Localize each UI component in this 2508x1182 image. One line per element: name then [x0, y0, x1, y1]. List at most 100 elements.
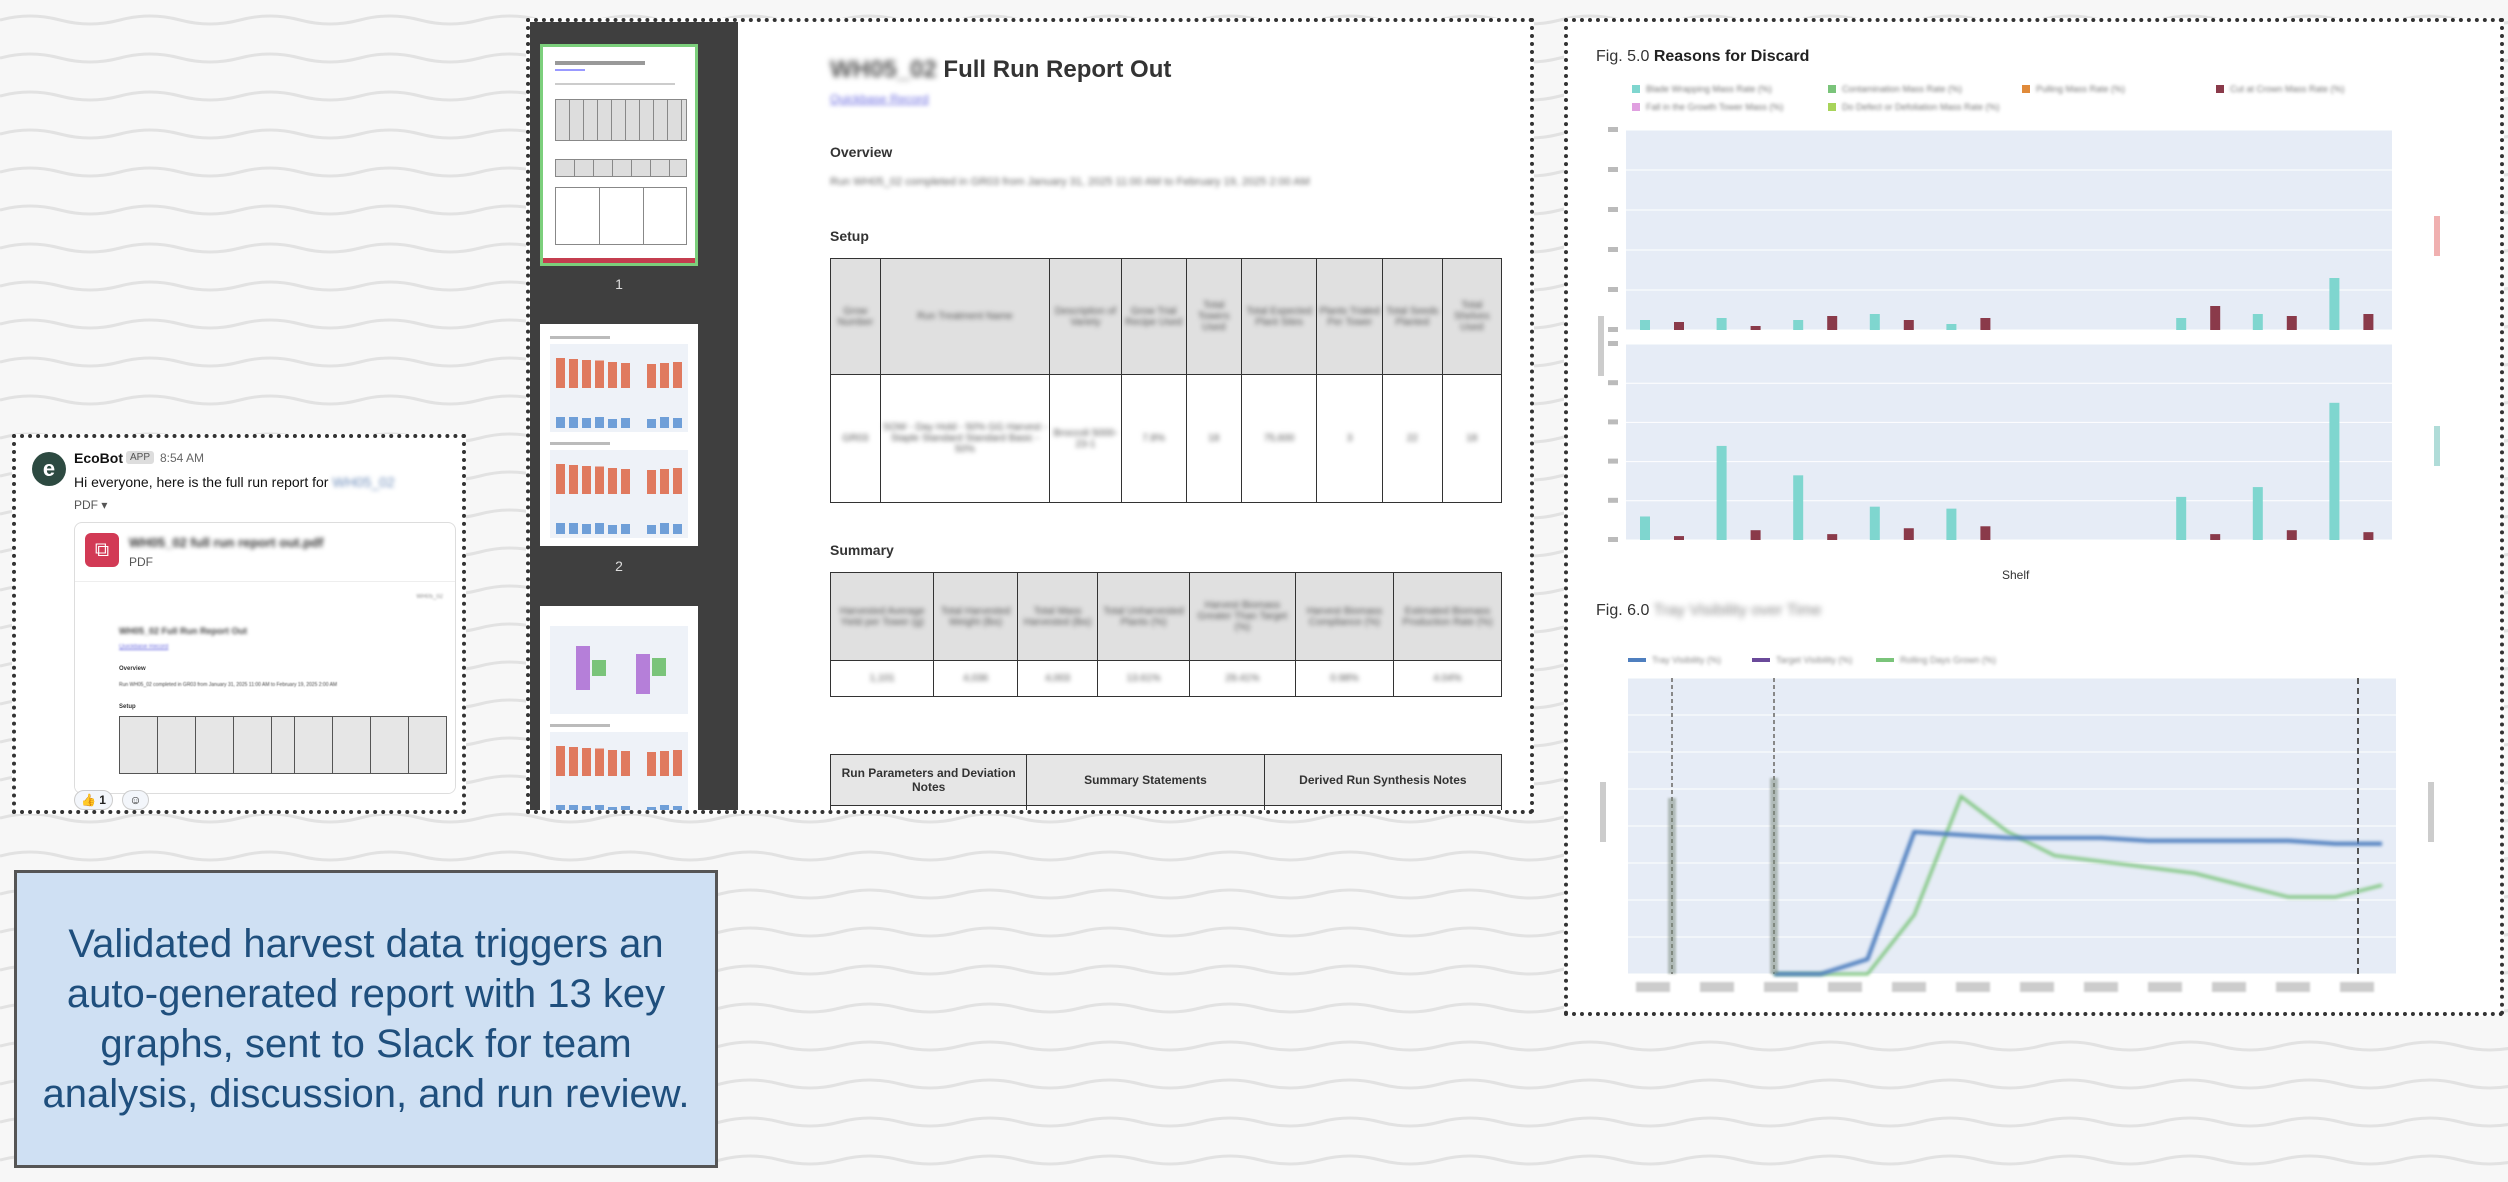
thumb-bar	[556, 746, 565, 776]
notes-header-summary-statements: Summary Statements	[1026, 754, 1265, 806]
thumbs-up-icon: 👍	[81, 793, 96, 807]
thumb-page-number-1: 1	[615, 276, 623, 292]
add-reaction-button[interactable]: ☺	[122, 790, 149, 810]
thumb-bar	[621, 806, 630, 810]
legend-swatch	[2022, 85, 2030, 93]
setup-header-text: Total Seeds Planted	[1386, 305, 1439, 328]
x-tick-label	[2212, 982, 2246, 992]
thumb-bar	[595, 805, 604, 810]
summary-value-text: 29.41%	[1225, 673, 1260, 684]
series-line-green	[1774, 794, 2383, 976]
message-timestamp[interactable]: 8:54 AM	[160, 451, 205, 465]
thumb-bar	[660, 523, 669, 534]
setup-value-cell: 22	[1381, 374, 1443, 503]
plot-area	[1626, 130, 2392, 330]
thumbnail-sidebar[interactable]: 1 2	[530, 22, 738, 810]
quickbase-record-link[interactable]: Quickbase Record	[830, 92, 929, 106]
setup-value-cell: 18	[1185, 374, 1242, 503]
thumb-bar	[621, 751, 630, 776]
redacted-run-name: WH05_02	[332, 474, 395, 490]
document-page[interactable]: WH05_02 Full Run Report Out Quickbase Re…	[738, 22, 1530, 810]
right-axis-label-mark	[2428, 782, 2434, 842]
bar-maroon	[1674, 322, 1684, 330]
caption-text: Validated harvest data triggers an auto-…	[42, 922, 690, 1116]
thumb-bar	[556, 417, 565, 428]
file-preview[interactable]: WH05_02 WH05_02 Full Run Report Out Quic…	[75, 581, 455, 793]
summary-value-cell: 4.04%	[1393, 660, 1502, 697]
summary-value-text: 0.98%	[1330, 673, 1359, 684]
x-tick-label	[2084, 982, 2118, 992]
chevron-down-icon: ▾	[101, 498, 108, 512]
thumb-bar	[569, 747, 578, 776]
thumb-plot-bg	[550, 626, 688, 714]
page-thumbnail-3[interactable]	[540, 606, 698, 810]
thumb-1-table-2	[555, 159, 687, 177]
message-text: Hi everyone, here is the full run report…	[74, 474, 395, 490]
thumb-bar	[660, 363, 669, 388]
bar-maroon	[2286, 530, 2297, 540]
thumb-plot-title	[550, 442, 610, 445]
thumb-bar	[595, 466, 604, 494]
page-thumbnail-2[interactable]	[540, 324, 698, 546]
setup-header-text: Grow Number	[837, 305, 874, 328]
setup-header-cell: Description of Variety	[1049, 258, 1122, 375]
page-thumbnail-1[interactable]	[540, 44, 698, 266]
redacted-run-name: WH05_02	[830, 56, 937, 83]
setup-header-text: Total Expected Plant Sites	[1246, 305, 1312, 328]
summary-header-text: Harvested Average Yield per Tower (g)	[839, 605, 925, 628]
setup-header-cell: Total Shelves Used	[1441, 258, 1503, 375]
setup-header-cell: Plants Trialed Per Tower	[1316, 258, 1383, 375]
reaction-count: 1	[99, 793, 106, 807]
summary-value-cell: 4,036	[933, 660, 1018, 697]
legend-label: Rolling Days Grown (%)	[1900, 655, 1996, 665]
fig5-caption: Fig. 5.0 Reasons for Discard	[1596, 48, 1809, 66]
summary-header-cell: Total Unharvested Plants (%)	[1097, 572, 1190, 661]
setup-value-cell: 3	[1316, 374, 1383, 503]
caption-box: Validated harvest data triggers an auto-…	[14, 870, 718, 1168]
file-name[interactable]: WH05_02 full run report out.pdf	[129, 535, 324, 550]
thumb-bar	[569, 465, 578, 494]
bar-teal	[1793, 320, 1804, 330]
x-tick-label	[1828, 982, 1862, 992]
thumb-1-text	[555, 83, 675, 85]
setup-value-text: Broccoli 5000-23-1	[1053, 427, 1118, 450]
preview-link: Quickbase Record	[119, 644, 169, 650]
bot-avatar[interactable]: e	[32, 452, 66, 486]
setup-header-cell: Grow Number	[830, 258, 881, 375]
thumb-1-link	[555, 69, 585, 71]
tick-label	[1608, 127, 1618, 132]
thumb-bar	[673, 524, 682, 534]
setup-header-text: Plants Trialed Per Tower	[1319, 305, 1380, 328]
x-tick-label	[2340, 982, 2374, 992]
thumb-bar	[636, 654, 650, 694]
thumb-plot-title	[550, 724, 610, 727]
notes-cell	[829, 805, 1028, 810]
summary-value-text: 4.04%	[1433, 673, 1462, 684]
x-tick-label	[2276, 982, 2310, 992]
thumb-bar	[595, 360, 604, 388]
x-tick-label	[2020, 982, 2054, 992]
legend-label: Contamination Mass Rate (%)	[1842, 84, 1962, 94]
legend-label: Blade Wrapping Mass Rate (%)	[1646, 84, 1772, 94]
thumb-2-charts	[550, 336, 688, 538]
file-type: PDF	[129, 555, 153, 569]
summary-value-cell: 0.98%	[1294, 660, 1395, 697]
setup-value-text: 3	[1346, 433, 1353, 444]
thumb-1-footer	[543, 258, 695, 263]
legend-swatch	[1632, 103, 1640, 111]
format-selector[interactable]: PDF ▾	[74, 498, 107, 512]
thumb-bar	[595, 748, 604, 776]
notes-cell	[1263, 805, 1503, 810]
summary-value-cell: 1,101	[829, 660, 935, 697]
thumb-bar	[621, 363, 630, 388]
bar-maroon	[1827, 316, 1838, 330]
setup-value-cell: 7.8%	[1120, 374, 1187, 503]
thumbs-up-reaction[interactable]: 👍 1	[74, 790, 113, 810]
setup-header-text: Total Shelves Used	[1454, 300, 1490, 333]
thumb-bar	[647, 364, 656, 388]
tick-label	[1608, 327, 1618, 332]
thumb-bar	[595, 417, 604, 428]
file-attachment[interactable]: ⧉ WH05_02 full run report out.pdf PDF WH…	[74, 522, 456, 794]
bot-name[interactable]: EcoBot	[74, 450, 123, 466]
thumb-3-charts	[550, 626, 688, 810]
